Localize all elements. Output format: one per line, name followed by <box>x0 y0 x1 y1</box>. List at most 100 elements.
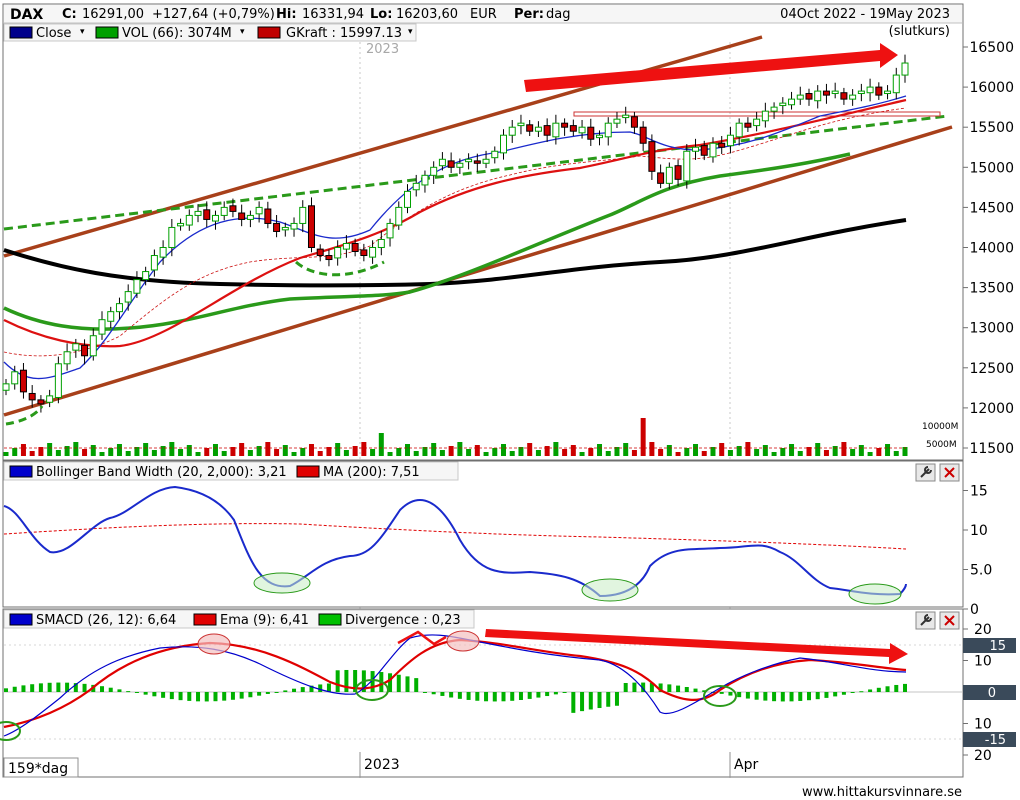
volume-bar <box>457 442 463 456</box>
candle <box>543 118 551 142</box>
candle <box>203 201 211 228</box>
divergence-bar <box>728 692 733 696</box>
divergence-bar <box>649 682 654 692</box>
macd-marker-top-1 <box>197 633 231 655</box>
candle <box>735 118 743 146</box>
legend-divergence[interactable]: Divergence : 0,23 <box>318 613 461 628</box>
candle <box>351 238 359 257</box>
candle <box>822 83 830 104</box>
divergence-bar <box>841 692 846 695</box>
divergence-bar <box>405 676 410 692</box>
divergence-bar <box>562 692 567 693</box>
svg-text:-15: -15 <box>985 733 1006 748</box>
divergence-bar <box>12 686 17 692</box>
divergence-bar <box>475 692 480 701</box>
candle <box>246 210 254 228</box>
legend-vol[interactable]: VOL (66): 3074M ▾ <box>95 26 245 41</box>
divergence-bar <box>449 692 454 698</box>
volume-bar <box>815 443 821 456</box>
divergence-bar <box>754 692 759 700</box>
volume-bar <box>658 449 664 456</box>
candle <box>482 150 490 169</box>
price-type: (slutkurs) <box>889 24 950 39</box>
candle <box>386 218 394 247</box>
candle <box>307 197 315 253</box>
candle <box>744 117 752 133</box>
volume-bars <box>3 418 908 456</box>
main-tick-label: 14000 <box>969 241 1014 257</box>
volume-bar <box>832 446 838 456</box>
macd-marker-bot-3 <box>703 685 737 707</box>
candle <box>857 83 865 102</box>
wrench-icon-macd[interactable] <box>915 611 936 630</box>
candle <box>561 118 569 136</box>
divergence-bar <box>65 682 70 692</box>
candle <box>552 114 560 145</box>
volume-bar <box>99 452 105 456</box>
divergence-bar <box>38 683 43 692</box>
volume-bar <box>675 452 681 456</box>
close-icon-macd[interactable] <box>939 611 960 630</box>
wrench-icon[interactable] <box>915 463 936 482</box>
main-tick-label: 16000 <box>969 80 1014 96</box>
divergence-bar <box>230 692 235 700</box>
divergence-bar <box>126 691 131 693</box>
divergence-bar <box>824 692 829 698</box>
volume-bar <box>343 450 349 456</box>
candle <box>805 88 813 106</box>
candle <box>849 89 857 106</box>
close-icon[interactable] <box>939 463 960 482</box>
svg-text:Close: Close <box>36 26 71 41</box>
volume-bar <box>439 450 445 456</box>
period-value: dag <box>546 7 570 22</box>
candle <box>395 201 403 230</box>
divergence-bar <box>248 692 253 698</box>
volume-bar <box>501 444 507 456</box>
legend-smacd[interactable]: SMACD (26, 12): 6,64 <box>9 613 176 628</box>
candle <box>875 82 883 100</box>
legend-bb-ma[interactable]: MA (200): 7,51 <box>296 465 420 480</box>
website-footer[interactable]: www.hittakursvinnare.se <box>802 785 962 800</box>
volume-bar <box>404 444 410 456</box>
legend-close[interactable]: Close ▾ <box>9 26 85 41</box>
volume-bar <box>47 443 53 456</box>
candle <box>159 240 167 265</box>
currency-label: EUR <box>470 7 497 22</box>
divergence-bar <box>484 692 489 702</box>
legend-ema[interactable]: Ema (9): 6,41 <box>193 613 309 628</box>
volume-bar <box>90 445 96 456</box>
volume-bar <box>396 448 402 456</box>
candle <box>369 240 377 264</box>
divergence-bar <box>143 692 148 695</box>
divergence-bar <box>676 685 681 692</box>
volume-bar <box>239 443 245 456</box>
candle <box>665 162 673 190</box>
candle <box>526 119 534 137</box>
candle <box>700 140 708 161</box>
candle <box>150 249 158 277</box>
volume-bar <box>562 449 568 456</box>
divergence-bar <box>292 688 297 692</box>
bb-squeeze-marker-3 <box>848 583 902 605</box>
divergence-bar <box>169 692 174 700</box>
close-label: C: <box>62 7 77 22</box>
lo-label: Lo: <box>370 7 392 22</box>
divergence-bar <box>161 692 166 698</box>
divergence-bar <box>178 692 183 701</box>
divergence-bar <box>204 692 209 702</box>
volume-bar <box>736 446 742 456</box>
divergence-bar <box>580 692 585 712</box>
volume-bar <box>649 442 655 456</box>
hi-label: Hi: <box>276 7 297 22</box>
candle <box>491 146 499 164</box>
divergence-bar <box>222 692 227 701</box>
volume-bar <box>169 442 175 456</box>
candle <box>901 54 909 83</box>
divergence-bar <box>100 686 105 692</box>
volume-bar <box>3 452 9 456</box>
volume-bar <box>230 447 236 456</box>
legend-bb-width[interactable]: Bollinger Band Width (20, 2,000): 3,21 <box>9 465 287 480</box>
volume-bar <box>387 452 393 456</box>
legend-gkraft[interactable]: GKraft : 15997.13 ▾ <box>257 26 413 41</box>
candle <box>508 119 516 143</box>
